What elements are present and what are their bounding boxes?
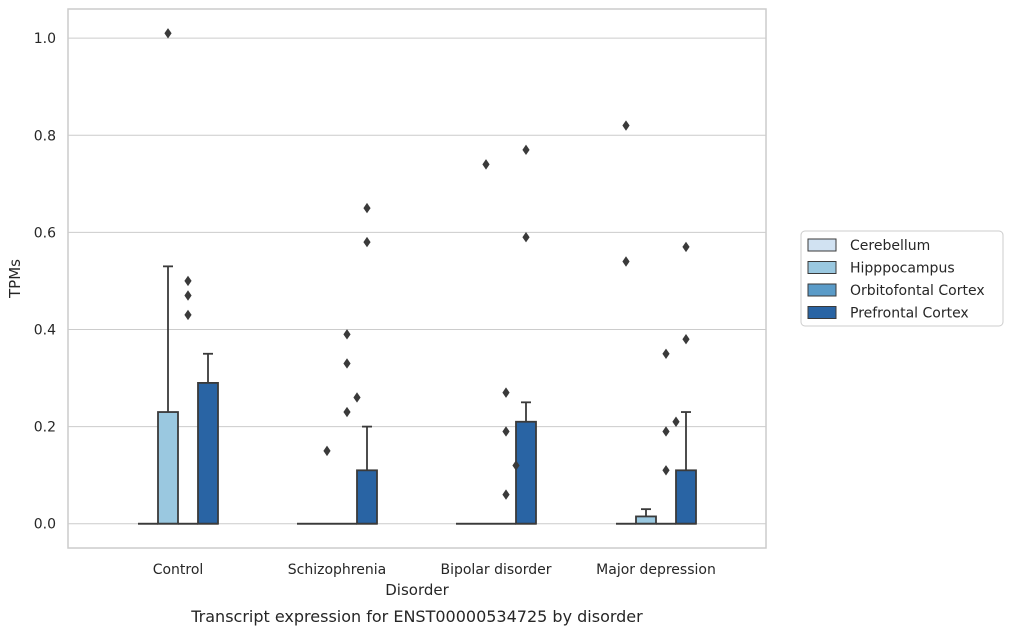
y-tick-label: 0.6 [34,225,56,241]
x-tick-label: Control [153,562,204,578]
outlier-point [662,465,670,476]
legend-box [800,230,1004,327]
outlier-point [672,416,680,427]
box [197,382,219,525]
legend-swatch [807,238,837,252]
box [356,469,378,525]
outlier-point [622,256,630,267]
outlier-point [622,120,630,131]
box [635,515,657,525]
outlier-point [343,406,351,418]
x-tick-label: Bipolar disorder [440,562,551,578]
outlier-point [682,333,690,345]
x-axis-title: Disorder [385,581,449,599]
outlier-point [512,460,520,471]
outlier-point [164,28,172,39]
outlier-point [482,159,490,170]
outlier-point [363,202,371,214]
y-axis-title: TPMs [6,259,24,299]
outlier-point [323,445,331,457]
legend-swatch [807,261,837,274]
outlier-point [502,489,510,500]
y-tick-label: 1.0 [34,31,56,47]
x-tick-label: Major depression [596,562,716,578]
outlier-point [353,392,361,403]
outlier-point [343,358,351,369]
legend-swatch [807,306,837,319]
y-tick-label: 0.8 [34,128,56,144]
outlier-point [184,275,192,287]
outlier-point [184,290,192,301]
box [675,469,697,525]
box [157,411,179,525]
legend-label: Hipppocampus [850,261,955,277]
x-tick-label: Schizophrenia [288,562,386,578]
legend-label: Prefrontal Cortex [850,306,969,322]
legend-swatch [807,283,837,297]
plot-area [68,9,766,548]
outlier-point [343,329,351,340]
outlier-point [662,348,670,359]
outlier-point [502,426,510,437]
legend-label: Cerebellum [850,238,930,254]
outlier-point [502,387,510,398]
outlier-point [522,144,530,156]
chart-caption: Transcript expression for ENST0000053472… [190,607,643,626]
outlier-point [682,241,690,253]
box [515,420,537,525]
plot-frame [67,8,767,549]
legend-label: Orbitofontal Cortex [850,283,985,299]
outlier-point [363,236,371,248]
outlier-point [522,232,530,243]
y-tick-label: 0.4 [34,322,56,338]
y-tick-label: 0.0 [34,517,56,533]
y-tick-label: 0.2 [34,420,56,436]
outlier-point [184,309,192,321]
outlier-point [662,426,670,437]
